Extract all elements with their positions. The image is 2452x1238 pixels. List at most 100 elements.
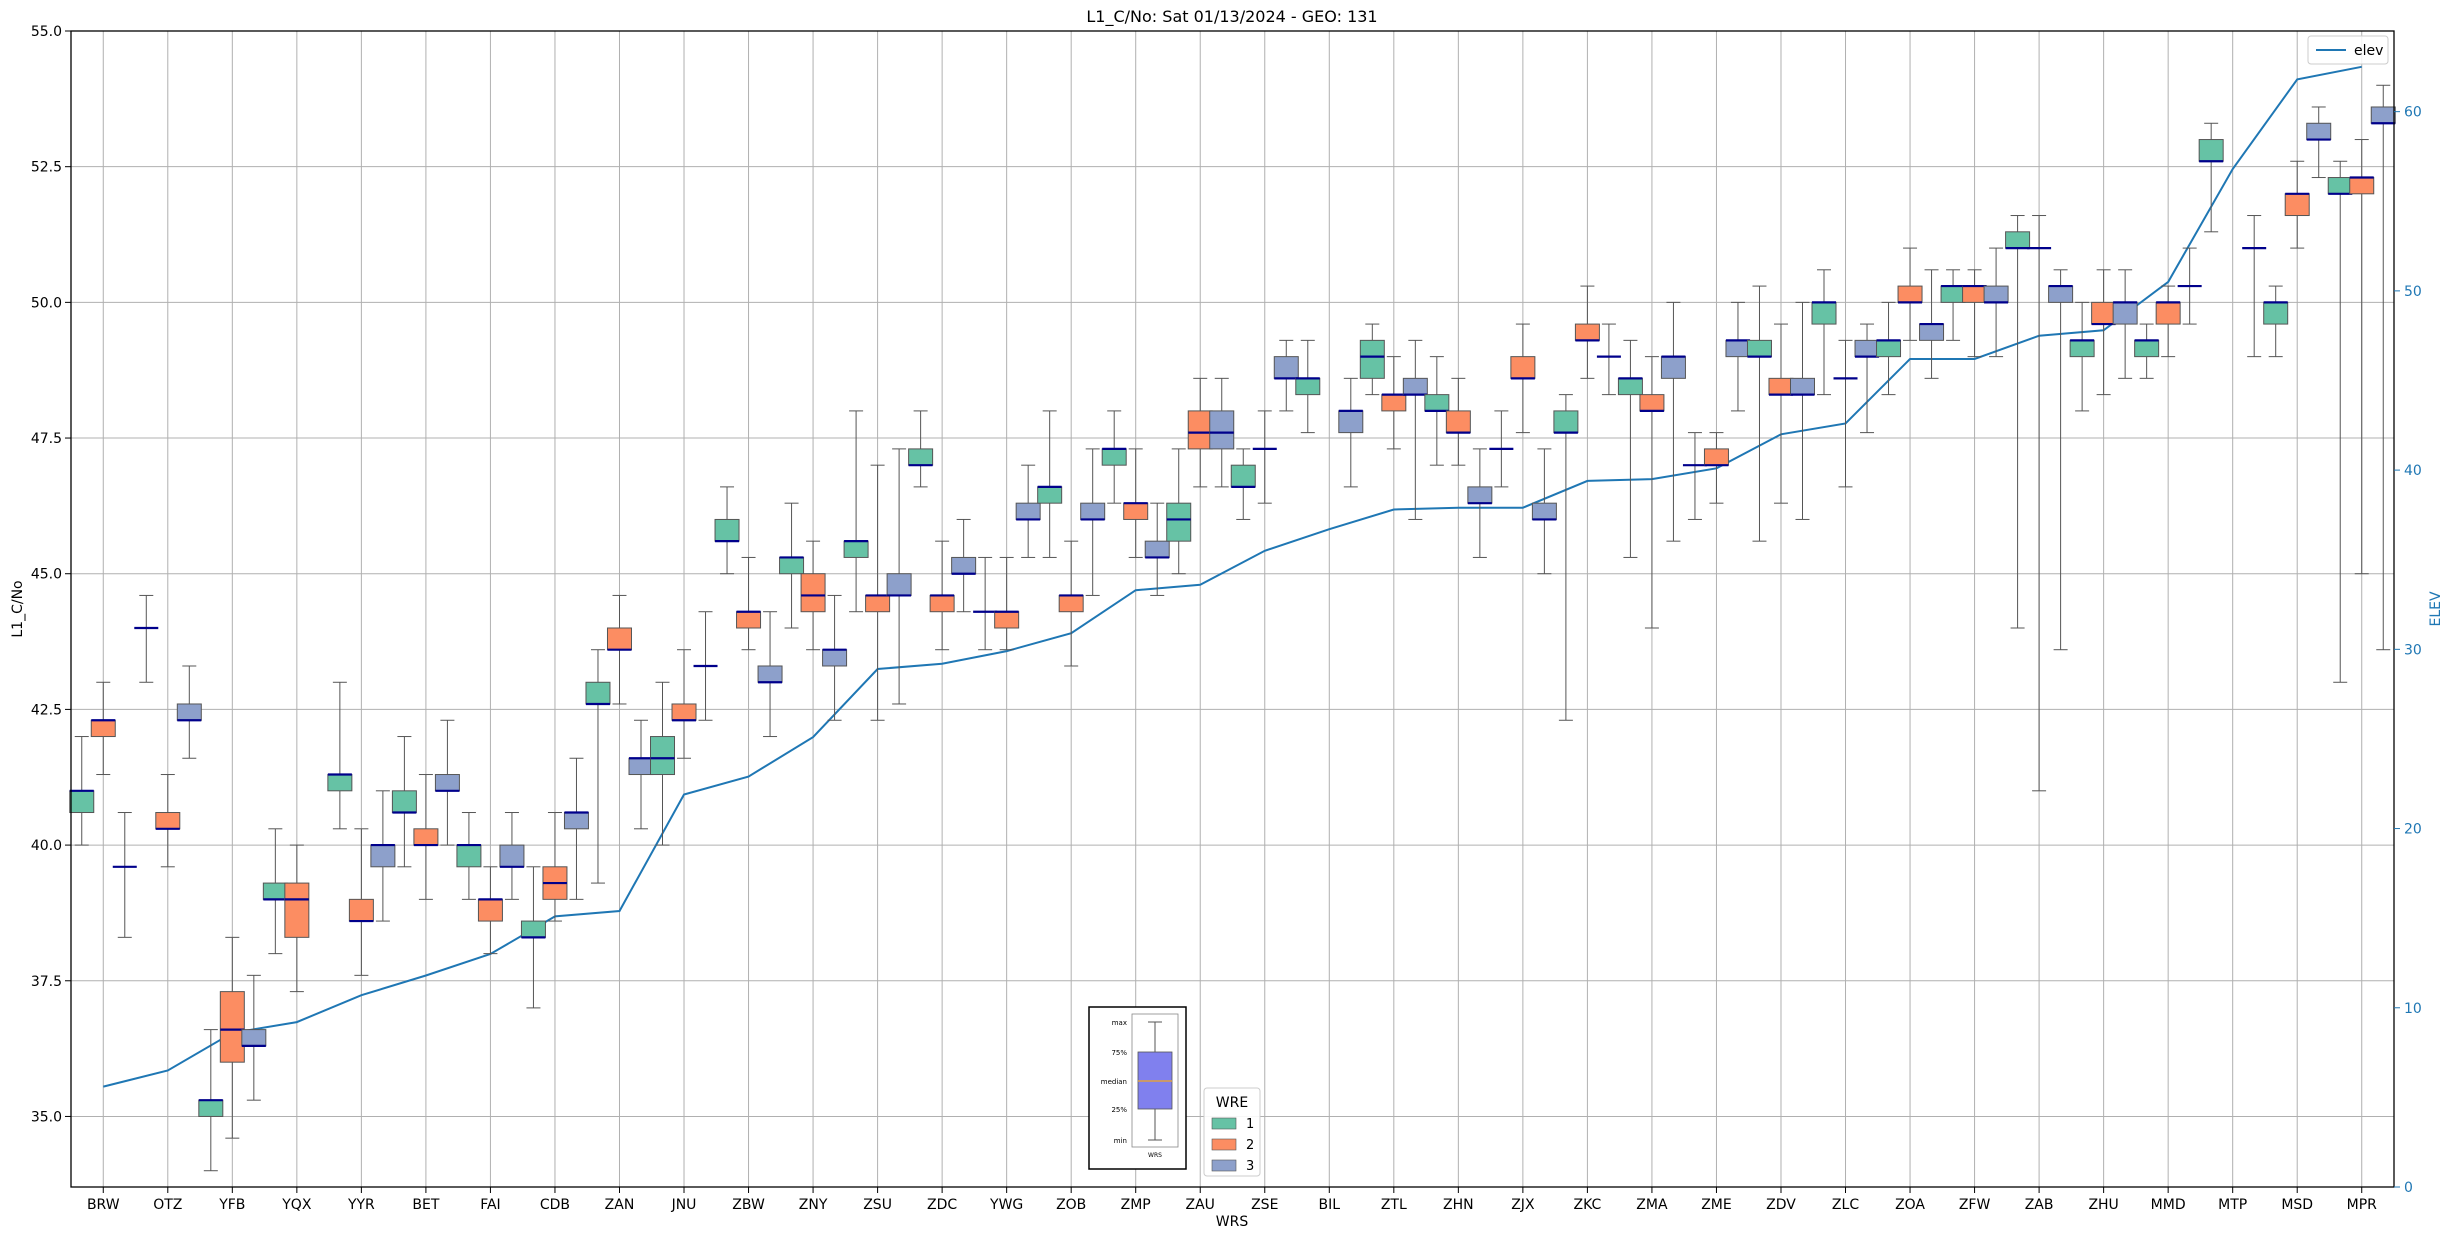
box-iqr xyxy=(219,991,245,1063)
box-iqr xyxy=(1359,339,1385,379)
elev-line-layer xyxy=(103,65,2362,1088)
box-zbw-wre3 xyxy=(757,611,783,738)
box-iqr xyxy=(1962,285,1988,303)
box-iqr xyxy=(1467,486,1493,504)
box-iqr xyxy=(1123,502,1149,520)
box-iqr xyxy=(779,556,805,575)
box-zdv-wre1 xyxy=(1746,285,1772,542)
box-iqr xyxy=(1746,339,1772,358)
box-zau-wre1 xyxy=(1166,448,1192,575)
y-tick-label: 55.0 xyxy=(31,24,62,40)
x-tick-label: MSD xyxy=(2281,1197,2313,1213)
box-iqr xyxy=(822,649,848,667)
box-jnu-wre3 xyxy=(693,611,718,721)
box-iqr xyxy=(1510,356,1536,379)
elev-series-line xyxy=(103,65,2362,1088)
y-axis-label: L1_C/No xyxy=(10,580,26,637)
box-mtp-wre3 xyxy=(2242,215,2267,358)
box-iqr xyxy=(90,719,116,738)
box-iqr xyxy=(1230,464,1256,488)
x-tick-label: BRW xyxy=(87,1197,120,1213)
box-iqr xyxy=(1381,394,1407,412)
box-iqr xyxy=(757,665,783,683)
box-iqr xyxy=(1553,410,1579,434)
boxplot-key-inset: max 75% median 25% min WRS xyxy=(1088,1006,1187,1170)
x-tick-label: ZMP xyxy=(1121,1197,1151,1213)
box-iqr xyxy=(520,920,546,938)
box-zfw-wre3 xyxy=(1983,247,2009,358)
box-iqr xyxy=(2284,193,2310,217)
box-iqr xyxy=(348,898,374,922)
box-zsu-wre1 xyxy=(843,410,869,613)
box-zjx-wre2 xyxy=(1510,323,1536,434)
box-iqr xyxy=(1876,339,1902,358)
box-iqr xyxy=(650,736,676,776)
box-iqr xyxy=(1445,410,1471,434)
box-iqr xyxy=(1187,410,1213,450)
box-layer xyxy=(69,84,2396,1172)
box-iqr xyxy=(2263,301,2289,325)
box-ztl-wre2 xyxy=(1381,356,1407,450)
box-zan-wre2 xyxy=(606,594,632,705)
box-zkc-wre3 xyxy=(1596,323,1621,396)
y2-tick-label: 60 xyxy=(2404,105,2422,121)
box-zab-wre1 xyxy=(2005,215,2031,629)
box-iqr xyxy=(2306,122,2332,141)
wre-legend-label-3: 3 xyxy=(1246,1159,1254,1174)
box-iqr xyxy=(2134,339,2160,358)
box-zhn-wre3 xyxy=(1467,448,1493,558)
box-iqr xyxy=(241,1029,267,1047)
x-tick-label: ZLC xyxy=(1832,1197,1859,1213)
box-zny-wre3 xyxy=(822,594,848,721)
box-zdv-wre3 xyxy=(1789,301,1815,520)
x-tick-label: ZNY xyxy=(799,1197,828,1213)
key-label-median: median xyxy=(1101,1078,1127,1086)
x-tick-label: ZHU xyxy=(2088,1197,2118,1213)
box-zjx-wre1 xyxy=(1489,410,1514,488)
box-zoa-wre1 xyxy=(1876,301,1902,396)
box-iqr xyxy=(1660,356,1686,379)
box-ywg-wre2 xyxy=(994,556,1020,651)
box-iqr xyxy=(1811,301,1837,325)
y-tick-label: 37.5 xyxy=(31,974,62,990)
box-ztl-wre1 xyxy=(1359,323,1385,396)
x-tick-label: YYR xyxy=(347,1197,375,1213)
box-zmp-wre1 xyxy=(1101,410,1127,504)
box-zau-wre3 xyxy=(1209,377,1235,488)
x-axis-label: WRS xyxy=(1216,1214,1249,1230)
box-yfb-wre1 xyxy=(198,1029,224,1172)
box-iqr xyxy=(262,882,288,900)
y2-tick-label: 30 xyxy=(2404,642,2422,658)
box-iqr xyxy=(1338,410,1364,434)
box-fai-wre3 xyxy=(499,812,525,900)
box-zdc-wre3 xyxy=(951,518,977,613)
elev-legend: elev xyxy=(2307,35,2389,65)
box-iqr xyxy=(1854,339,1880,358)
x-tick-label: ZHN xyxy=(1443,1197,1474,1213)
box-ztl-wre3 xyxy=(1402,339,1428,520)
box-bil-wre1 xyxy=(1295,339,1321,434)
box-iqr xyxy=(1209,410,1235,450)
box-iqr xyxy=(2349,177,2375,195)
x-tick-label: ZOA xyxy=(1895,1197,1925,1213)
x-tick-label: ZAN xyxy=(605,1197,635,1213)
chart-title: L1_C/No: Sat 01/13/2024 - GEO: 131 xyxy=(1086,7,1377,27)
box-zme-wre3 xyxy=(1725,301,1751,412)
x-tick-label: ZME xyxy=(1701,1197,1732,1213)
box-zme-wre1 xyxy=(1682,432,1707,520)
box-mmd-wre3 xyxy=(2177,247,2202,325)
box-zmp-wre3 xyxy=(1144,502,1170,596)
box-iqr xyxy=(606,627,632,651)
box-iqr xyxy=(1703,448,1729,466)
box-ywg-wre1 xyxy=(973,556,998,651)
box-iqr xyxy=(886,573,912,596)
y-tick-label: 45.0 xyxy=(31,567,62,583)
box-zlc-wre2 xyxy=(1833,339,1858,488)
box-cdb-wre1 xyxy=(520,866,546,1009)
box-zme-wre2 xyxy=(1703,432,1729,504)
y2-tick-label: 10 xyxy=(2404,1001,2422,1017)
x-tick-label: JNU xyxy=(671,1197,697,1213)
box-zhn-wre1 xyxy=(1424,356,1450,466)
x-tick-label: CDB xyxy=(540,1197,570,1213)
x-tick-label: ZBW xyxy=(732,1197,765,1213)
